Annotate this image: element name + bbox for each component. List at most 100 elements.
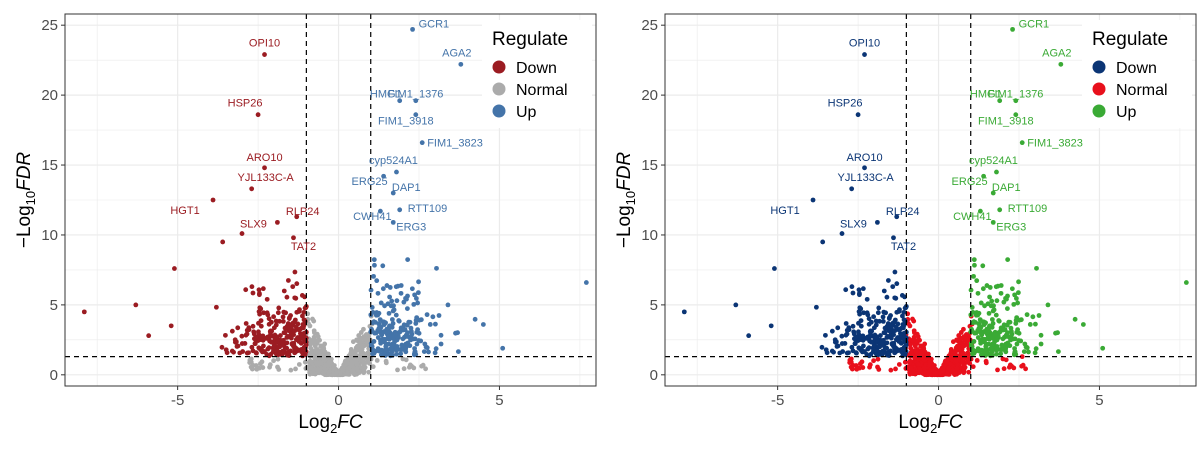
point-down — [260, 333, 266, 339]
point-normal — [876, 367, 882, 372]
point-up — [1005, 257, 1011, 263]
point-up — [373, 348, 378, 354]
gene-label: ARO10 — [846, 152, 882, 164]
point-up — [380, 286, 386, 292]
legend-title: Regulate — [492, 29, 568, 50]
point-down — [880, 314, 886, 320]
point-down — [289, 323, 294, 329]
point-up — [433, 346, 439, 352]
gene-label: FIM1_3823 — [1027, 138, 1083, 150]
point-down — [300, 313, 305, 319]
point-normal — [955, 343, 960, 349]
point-up — [396, 318, 402, 324]
point-up — [1032, 321, 1038, 327]
point-up — [994, 337, 1000, 343]
point-up — [403, 345, 409, 351]
point-down — [275, 219, 280, 225]
point-up — [412, 349, 418, 355]
point-normal — [944, 371, 950, 377]
point-normal — [257, 365, 262, 371]
plot-border — [664, 13, 1197, 387]
point-up — [1010, 336, 1016, 342]
point-down — [223, 347, 229, 353]
point-up — [1033, 346, 1039, 352]
point-normal — [925, 351, 931, 357]
gene-label: YJL133C-A — [838, 172, 895, 184]
point-down — [243, 287, 249, 293]
point-up — [1014, 341, 1020, 347]
legend-label-normal: Normal — [516, 82, 568, 99]
point-up — [386, 334, 391, 340]
point-up — [990, 321, 996, 326]
point-up — [993, 312, 999, 318]
point-normal — [365, 350, 371, 356]
point-down — [888, 313, 893, 318]
point-up — [377, 208, 383, 214]
point-down — [294, 281, 300, 287]
point-down — [866, 353, 872, 359]
point-down — [886, 351, 892, 356]
point-up — [974, 310, 980, 315]
point-down — [768, 323, 774, 329]
point-down — [295, 348, 301, 354]
point-down — [861, 310, 867, 316]
point-normal — [926, 372, 931, 378]
point-normal — [893, 366, 898, 372]
point-up — [968, 287, 974, 293]
gene-label: GCR1 — [419, 18, 450, 30]
gene-label: OPI10 — [849, 38, 880, 50]
point-normal — [308, 349, 314, 355]
point-up — [394, 298, 400, 304]
point-up — [1003, 295, 1008, 301]
point-normal — [259, 359, 265, 365]
point-down — [284, 340, 290, 346]
point-down — [250, 348, 256, 354]
point-normal — [312, 343, 318, 349]
point-down — [277, 318, 282, 324]
gene-label: YJL133C-A — [238, 172, 295, 184]
point-up — [404, 306, 410, 312]
point-up — [994, 347, 1000, 353]
point-down — [890, 284, 896, 290]
point-down — [254, 350, 259, 356]
point-normal — [423, 366, 428, 372]
point-normal — [334, 370, 339, 376]
gene-label: CWH41 — [353, 211, 392, 223]
data-points — [81, 26, 589, 378]
point-normal — [315, 334, 321, 340]
point-down — [856, 345, 862, 351]
point-normal — [850, 363, 856, 368]
point-down — [210, 197, 216, 203]
point-up — [415, 327, 421, 333]
point-down — [288, 313, 293, 318]
point-down — [280, 342, 285, 348]
point-down — [229, 348, 235, 354]
y-tick-label: 10 — [641, 227, 658, 244]
point-up — [403, 332, 409, 338]
point-up — [419, 140, 425, 146]
point-up — [374, 278, 380, 284]
point-up — [405, 257, 411, 263]
point-normal — [859, 359, 865, 365]
point-normal — [293, 366, 298, 372]
point-down — [868, 339, 874, 345]
point-normal — [934, 370, 939, 376]
grid-lines — [65, 14, 596, 386]
point-normal — [974, 358, 980, 363]
point-up — [1015, 327, 1021, 333]
point-normal — [350, 367, 356, 373]
point-down — [846, 325, 852, 331]
point-up — [392, 330, 398, 335]
point-up — [1013, 317, 1019, 323]
y-tick-label: 10 — [41, 227, 58, 244]
point-normal — [847, 357, 853, 363]
point-up — [997, 329, 1003, 335]
point-normal — [383, 360, 389, 366]
point-down — [844, 350, 850, 356]
point-up — [1183, 280, 1189, 285]
point-normal — [307, 358, 313, 364]
point-up — [1055, 349, 1061, 355]
point-down — [837, 350, 843, 356]
